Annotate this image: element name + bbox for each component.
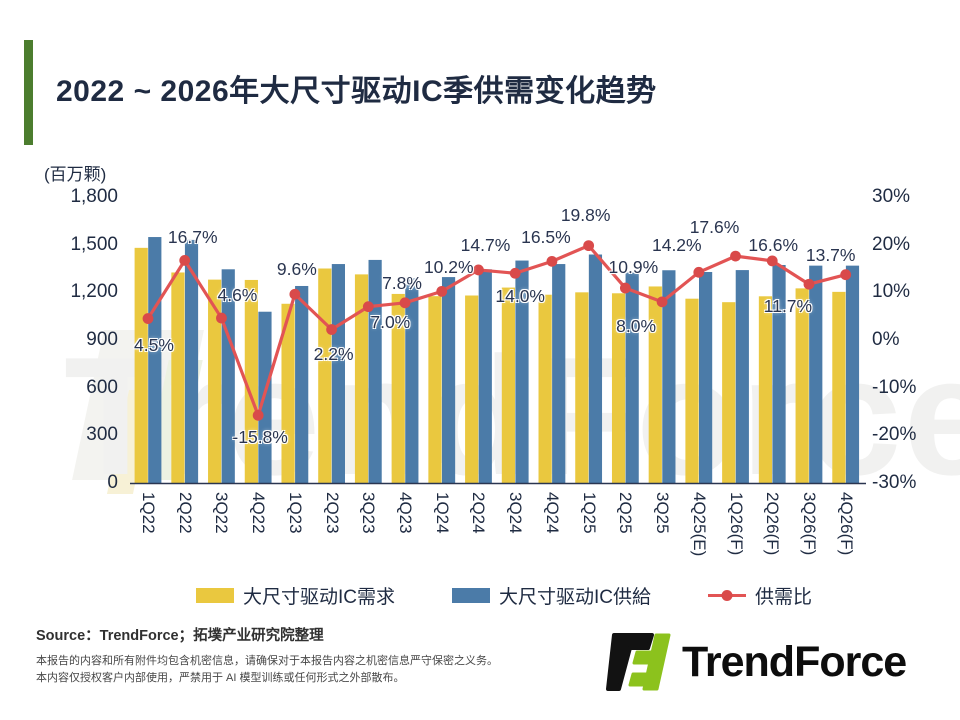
demand-legend-label: 大尺寸驱动IC需求 [243,587,396,608]
demand-bar [501,287,515,483]
supply-bar [221,269,235,483]
supply-bar [295,285,309,483]
demand-bar [171,272,185,483]
demand-bar [832,291,846,483]
ratio-legend-swatch [708,590,746,601]
demand-bar [758,296,773,483]
demand-bar [318,268,332,483]
page-title: 2022 ~ 2026年大尺寸驱动IC季供需变化趋势 [56,75,657,108]
supply-bar [368,259,382,483]
demand-bar [575,292,589,483]
ratio-marker [362,301,374,313]
demand-bar [465,295,479,483]
ratio-marker [730,250,741,262]
title-accent-bar [24,40,33,145]
supply-bar [148,237,162,483]
supply-bar [515,260,529,483]
disclaimer-line-1: 本报告的内容和所有附件均包含机密信息，请确保对于本报告内容之机密信息严守保密之义… [36,655,498,667]
trendforce-logo-text: TrendForce [682,637,907,686]
demand-bar [795,288,809,483]
ratio-marker [473,264,484,276]
ratio-marker [399,297,411,309]
ratio-marker [583,240,595,252]
supply-bar [478,269,492,483]
ratio-legend-label: 供需比 [755,587,813,608]
ratio-marker [619,282,631,294]
demand-bar [354,274,369,483]
source-line: Source：TrendForce；拓墣产业研究院整理 [36,628,324,644]
ratio-marker [766,255,778,267]
demand-bar [722,302,736,483]
supply-bar [552,264,566,483]
demand-bar [281,303,295,483]
supply-bar [588,254,603,483]
supply-bar [699,271,713,483]
chart-plot [130,237,866,485]
supply-bar [331,264,345,483]
ratio-marker [436,285,448,297]
demand-bar [611,293,626,483]
ratio-line [146,244,847,417]
supply-legend-label: 大尺寸驱动IC供給 [499,587,652,608]
trendforce-logo: TrendForce [606,632,907,692]
ratio-marker [326,324,337,335]
ratio-marker [693,266,705,278]
supply-bar [625,272,639,483]
ratio-marker [546,255,558,267]
demand-bar [244,279,258,483]
ratio-marker [803,278,815,290]
ratio-marker [840,269,852,281]
demand-bar [134,247,148,483]
demand-legend-swatch [196,588,234,603]
ratio-marker [509,267,521,279]
supply-bar [735,270,749,483]
supply-bar [809,265,823,483]
supply-legend-swatch [452,588,490,603]
supply-bar [184,239,199,483]
legend-item-supply: 大尺寸驱动IC供給 [452,582,651,609]
legend-item-ratio: 供需比 [708,582,812,609]
ratio-marker [179,254,191,266]
supply-bar [405,278,419,483]
legend-item-demand: 大尺寸驱动IC需求 [196,582,395,609]
trendforce-logo-mark [606,633,671,691]
demand-bar [538,294,552,483]
ratio-marker [252,409,264,421]
supply-bar [772,265,786,483]
ratio-marker [289,288,301,300]
ratio-marker [656,296,668,308]
supply-bar [441,277,456,483]
ratio-marker [142,313,154,324]
ratio-marker [216,312,227,324]
demand-bar [391,293,405,483]
supply-bar [662,270,676,483]
demand-bar [648,286,662,483]
supply-bar [845,265,860,483]
demand-bar [685,298,699,483]
disclaimer-line-2: 本内容仅授权客户内部使用，严禁用于 AI 模型训练或任何形式之外部散布。 [36,672,405,684]
demand-bar [208,279,222,483]
demand-bar [428,296,442,483]
